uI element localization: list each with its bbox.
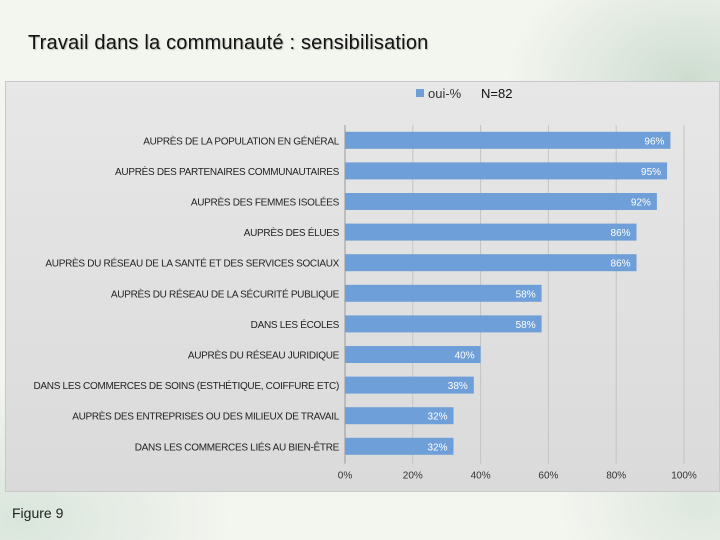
data-label: 86%	[611, 228, 631, 239]
x-tick-label: 0%	[338, 471, 353, 482]
category-label: DANS LES COMMERCES LIÉS AU BIEN-ÊTRE	[135, 440, 340, 453]
category-label: AUPRÈS DES FEMMES ISOLÉES	[191, 196, 340, 209]
category-label: AUPRÈS DES PARTENAIRES COMMUNAUTAIRES	[115, 165, 340, 178]
x-tick-label: 100%	[671, 471, 697, 482]
bar	[345, 407, 454, 425]
category-label: AUPRÈS DE LA POPULATION EN GÉNÉRAL	[143, 134, 340, 147]
data-label: 92%	[631, 198, 651, 209]
legend-swatch	[416, 89, 424, 97]
data-label: 40%	[455, 351, 475, 362]
bar	[345, 437, 454, 455]
x-tick-label: 80%	[606, 471, 626, 482]
category-label: DANS LES ÉCOLES	[251, 318, 340, 331]
slide-title: Travail dans la communauté : sensibilisa…	[28, 32, 429, 54]
x-tick-label: 20%	[403, 471, 423, 482]
bar	[345, 162, 668, 180]
data-label: 38%	[448, 381, 468, 392]
legend: oui-% N=82	[416, 86, 512, 101]
x-axis-ticks: 0% 20% 40% 60% 80% 100%	[338, 471, 697, 482]
bar-chart: 96% AUPRÈS DE LA POPULATION EN GÉNÉRAL 95%…	[34, 86, 697, 482]
bar	[345, 131, 671, 149]
category-label: AUPRÈS DU RÉSEAU DE LA SÉCURITÉ PUBLIQUE	[111, 287, 340, 300]
x-tick-label: 40%	[471, 471, 491, 482]
figure-caption: Figure 9	[12, 505, 64, 521]
data-label: 86%	[611, 259, 631, 270]
bar	[345, 284, 542, 302]
data-label: 32%	[427, 412, 447, 423]
bar	[345, 315, 542, 333]
category-labels: 96% AUPRÈS DE LA POPULATION EN GÉNÉRAL 95%…	[34, 134, 665, 453]
bars	[345, 131, 671, 455]
bar	[345, 254, 637, 272]
data-label: 96%	[644, 136, 664, 147]
sample-size-annotation: N=82	[481, 86, 512, 101]
x-tick-label: 60%	[538, 471, 558, 482]
data-label: 95%	[641, 167, 661, 178]
legend-label: oui-%	[428, 86, 462, 101]
data-label: 58%	[516, 320, 536, 331]
category-label: AUPRÈS DES ENTREPRISES OU DES MILIEUX DE…	[72, 410, 340, 423]
bar	[345, 346, 481, 363]
chart-frame: 96% AUPRÈS DE LA POPULATION EN GÉNÉRAL 95%…	[5, 81, 720, 492]
bar	[345, 376, 474, 394]
category-label: AUPRÈS DU RÉSEAU DE LA SANTÉ ET DES SERV…	[45, 257, 339, 270]
category-label: AUPRÈS DU RÉSEAU JURIDIQUE	[188, 349, 340, 362]
category-label: AUPRÈS DES ÉLUES	[244, 226, 340, 239]
data-label: 58%	[516, 289, 536, 300]
bar	[345, 193, 657, 210]
category-label: DANS LES COMMERCES DE SOINS (ESTHÉTIQUE,…	[34, 379, 340, 392]
data-label: 32%	[427, 442, 447, 453]
bar	[345, 223, 637, 241]
